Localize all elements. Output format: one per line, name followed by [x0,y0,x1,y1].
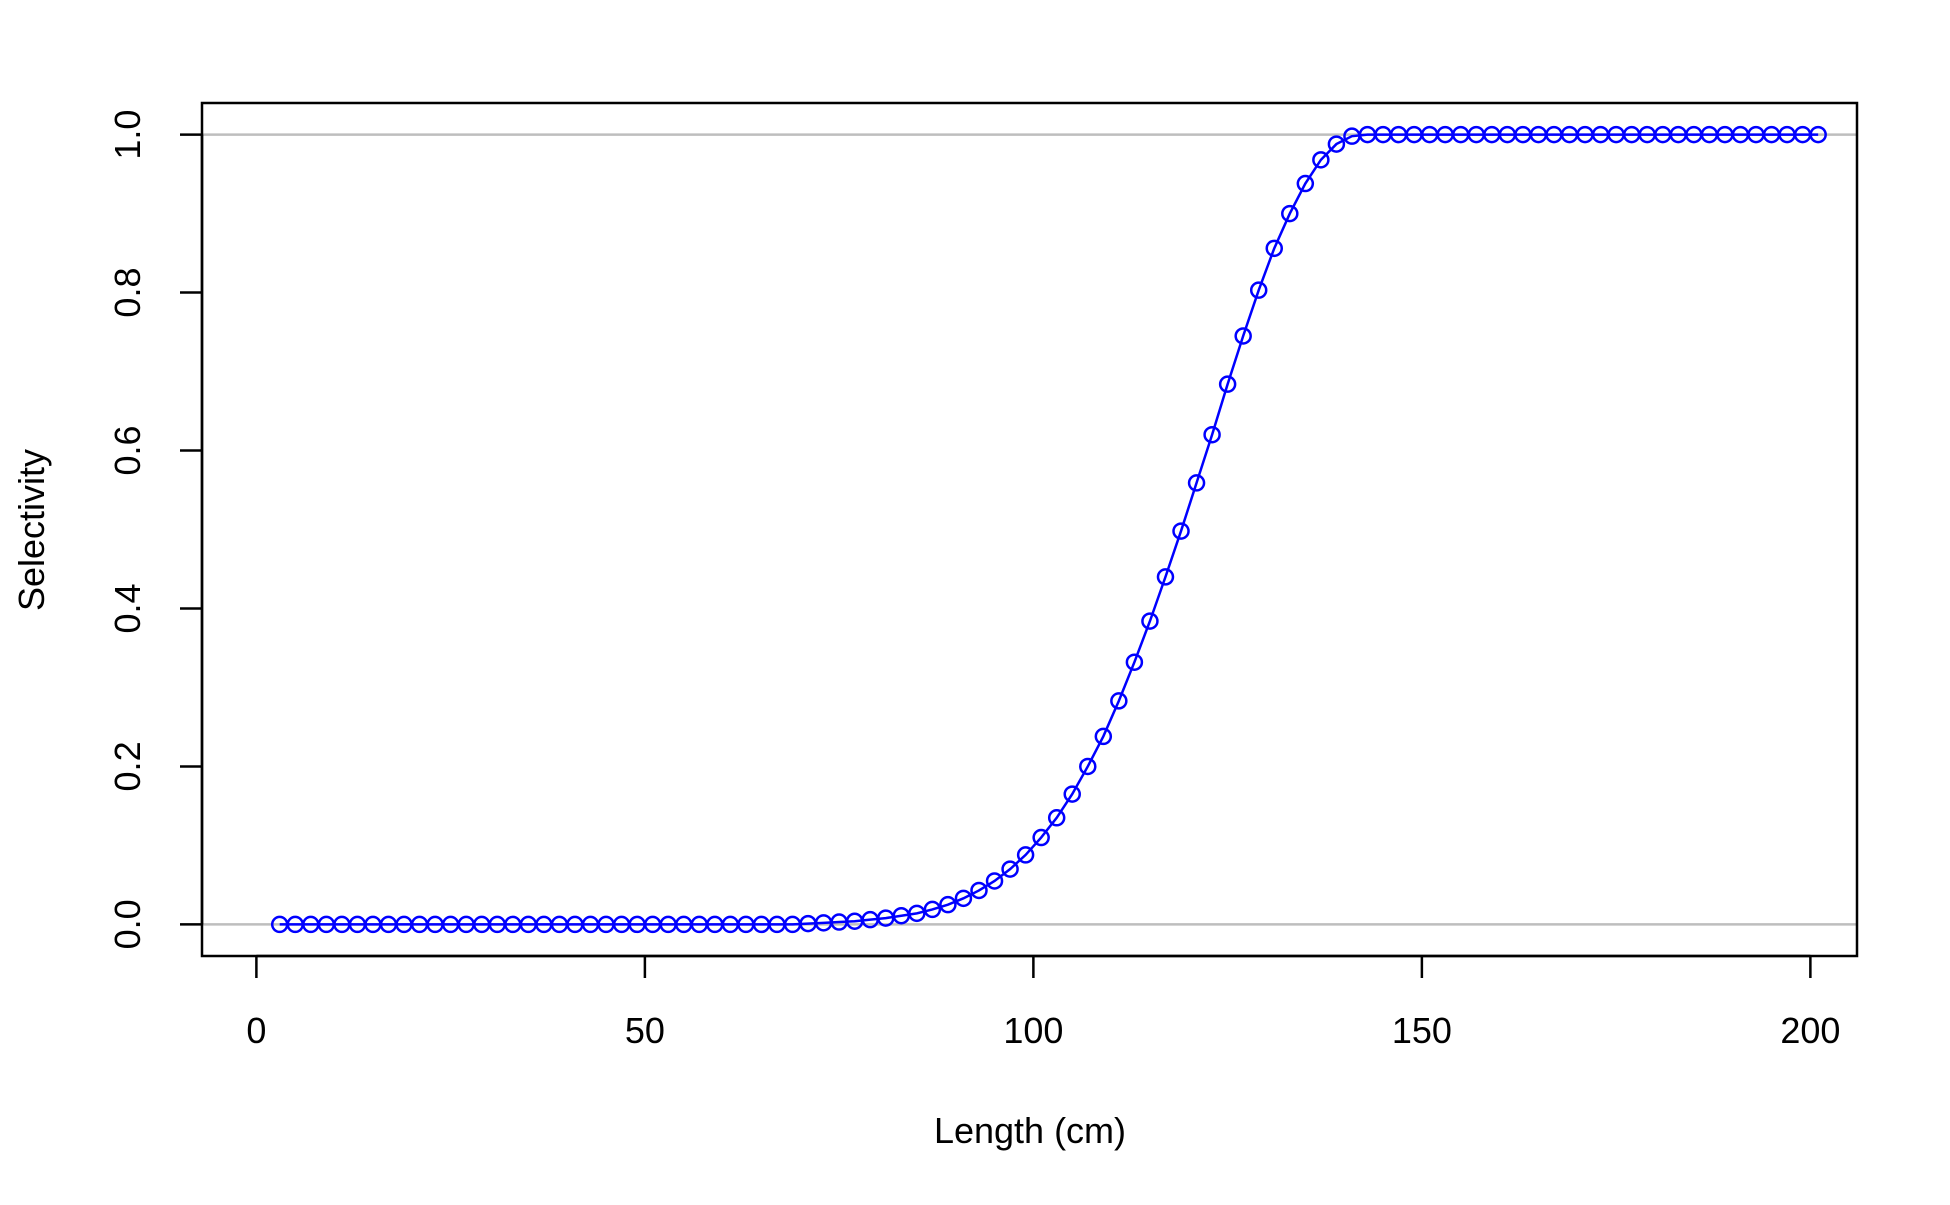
data-point [923,900,942,919]
y-tick-label: 0.4 [107,583,148,633]
data-point [1047,809,1066,827]
x-tick-label: 50 [625,1010,665,1051]
data-point [939,895,957,914]
data-point [1265,239,1284,258]
data-point [908,904,926,923]
x-tick-label: 0 [246,1010,266,1051]
data-point [1312,151,1330,169]
data-point [1001,860,1019,878]
plot-frame [200,101,1859,958]
series-layer [270,125,1827,934]
y-tick-label: 0.6 [107,425,148,475]
data-point [1079,757,1097,776]
data-point [1032,828,1050,847]
reference-lines [202,133,1857,926]
x-axis: 0 50 100 150 200 [246,954,1840,1051]
data-point [1249,281,1268,299]
y-tick-label: 1.0 [107,110,148,160]
data-point [985,872,1004,890]
data-point [1063,785,1081,803]
data-point [954,889,973,908]
data-point [1094,727,1113,746]
data-point [1125,653,1144,671]
data-point [1218,375,1237,393]
data-point [1809,125,1827,144]
series-line [279,133,1819,926]
data-point [1203,425,1221,444]
data-point [1110,692,1128,710]
data-point [1156,568,1175,586]
data-point [1016,846,1035,864]
x-axis-title: Length (cm) [934,1110,1126,1151]
x-tick-label: 100 [1003,1010,1063,1051]
y-tick-label: 0.2 [107,741,148,791]
data-point [1141,612,1159,630]
y-tick-label: 0.0 [107,899,148,949]
y-axis: 0.0 0.2 0.4 0.6 0.8 1.0 [107,110,204,949]
data-point [1281,204,1299,223]
data-point [1172,522,1190,540]
y-tick-label: 0.8 [107,268,148,318]
data-point [970,881,988,900]
data-point [1327,135,1346,153]
data-point [1187,474,1206,492]
x-tick-label: 150 [1392,1010,1452,1051]
x-tick-label: 200 [1780,1010,1840,1051]
y-axis-title: Selectivity [11,449,52,611]
data-point [1234,327,1252,345]
data-point [1296,174,1315,193]
